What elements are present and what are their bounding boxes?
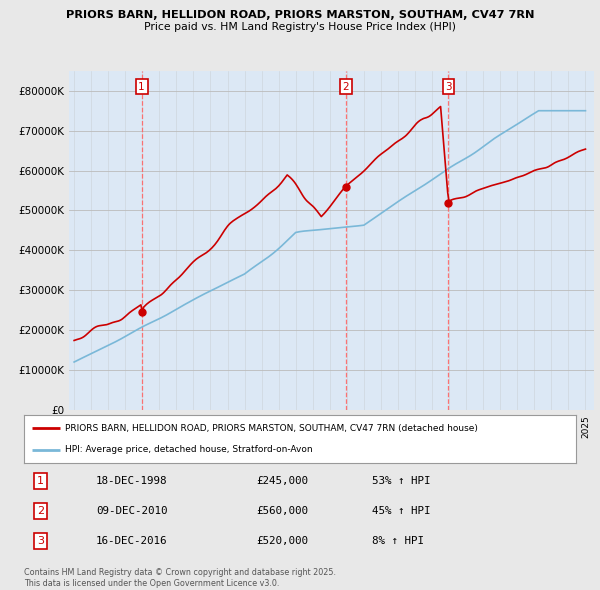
Text: HPI: Average price, detached house, Stratford-on-Avon: HPI: Average price, detached house, Stra…: [65, 445, 313, 454]
Text: 2: 2: [37, 506, 44, 516]
Text: 3: 3: [37, 536, 44, 546]
Text: PRIORS BARN, HELLIDON ROAD, PRIORS MARSTON, SOUTHAM, CV47 7RN (detached house): PRIORS BARN, HELLIDON ROAD, PRIORS MARST…: [65, 424, 478, 433]
Text: Price paid vs. HM Land Registry's House Price Index (HPI): Price paid vs. HM Land Registry's House …: [144, 22, 456, 32]
Text: 53% ↑ HPI: 53% ↑ HPI: [372, 476, 430, 486]
Text: Contains HM Land Registry data © Crown copyright and database right 2025.
This d: Contains HM Land Registry data © Crown c…: [24, 568, 336, 588]
Text: 09-DEC-2010: 09-DEC-2010: [96, 506, 167, 516]
Text: £560,000: £560,000: [256, 506, 308, 516]
Text: 3: 3: [445, 82, 452, 92]
Text: 18-DEC-1998: 18-DEC-1998: [96, 476, 167, 486]
Text: 2: 2: [343, 82, 349, 92]
Text: 1: 1: [139, 82, 145, 92]
Text: 16-DEC-2016: 16-DEC-2016: [96, 536, 167, 546]
Text: £245,000: £245,000: [256, 476, 308, 486]
Text: 45% ↑ HPI: 45% ↑ HPI: [372, 506, 430, 516]
Text: £520,000: £520,000: [256, 536, 308, 546]
Text: PRIORS BARN, HELLIDON ROAD, PRIORS MARSTON, SOUTHAM, CV47 7RN: PRIORS BARN, HELLIDON ROAD, PRIORS MARST…: [66, 10, 534, 20]
Text: 1: 1: [37, 476, 44, 486]
Text: 8% ↑ HPI: 8% ↑ HPI: [372, 536, 424, 546]
